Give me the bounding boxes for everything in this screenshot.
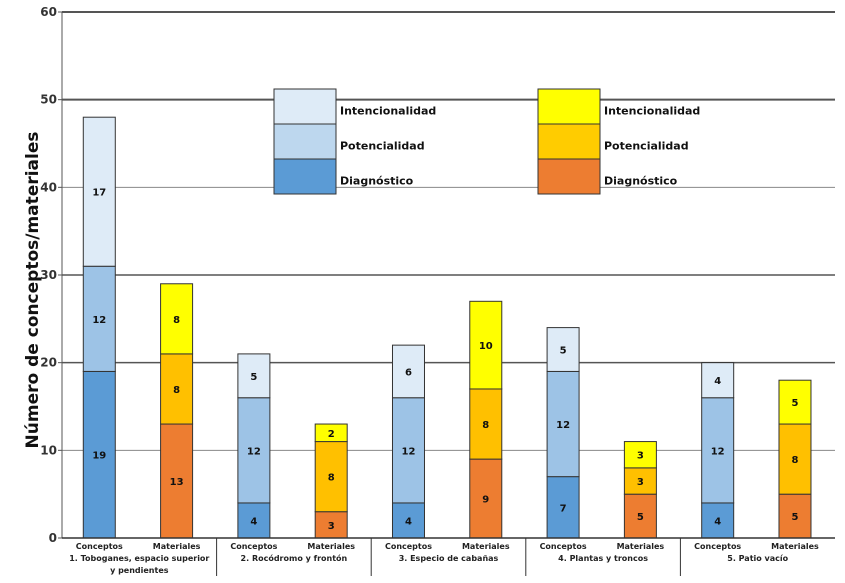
data-label: 12 [556, 420, 570, 431]
bar-segment-conceptos-diagnóstico [391, 502, 425, 539]
data-label: 7 [560, 503, 567, 514]
data-label: 8 [482, 420, 489, 431]
legend-swatch-intencionalidad [537, 88, 601, 125]
bar-segment-materiales-potencialidad [314, 441, 348, 513]
x-subcategory-label: Conceptos [385, 542, 432, 551]
data-label: 8 [173, 315, 180, 326]
y-tick-label: 0 [49, 531, 57, 545]
data-label: 8 [328, 473, 335, 484]
bar-segment-conceptos-potencialidad [237, 397, 271, 504]
data-label: 19 [92, 451, 106, 462]
y-tick-label: 50 [40, 93, 57, 107]
x-subcategory-label: Conceptos [540, 542, 587, 551]
data-label: 3 [637, 451, 644, 462]
bar-segment-conceptos-intencionalidad [237, 353, 271, 399]
legend-swatch-diagnóstico [537, 158, 601, 195]
bar-segment-conceptos-intencionalidad [701, 362, 735, 399]
y-tick-label: 20 [40, 356, 57, 370]
data-label: 12 [247, 446, 261, 457]
bar-segment-conceptos-diagnóstico [237, 502, 271, 539]
x-group-label: 4. Plantas y troncos [558, 554, 648, 563]
data-label: 12 [711, 446, 725, 457]
data-label: 5 [560, 346, 567, 357]
data-label: 8 [792, 455, 799, 466]
bar-segment-conceptos-diagnóstico [82, 370, 116, 539]
data-label: 5 [637, 512, 644, 523]
bar-segment-materiales-potencialidad [160, 353, 194, 425]
legend-label: Diagnóstico [604, 175, 678, 188]
bar-segment-materiales-potencialidad [778, 423, 812, 495]
bar-segment-materiales-diagnóstico [623, 493, 657, 539]
data-label: 4 [714, 376, 721, 387]
x-group-label: 1. Toboganes, espacio superior [69, 554, 209, 563]
data-label: 9 [482, 495, 489, 506]
bar-segment-conceptos-intencionalidad [391, 344, 425, 399]
x-subcategory-label: Materiales [771, 542, 819, 551]
legend-swatch-intencionalidad [273, 88, 337, 125]
bar-segment-materiales-intencionalidad [623, 441, 657, 469]
x-subcategory-label: Conceptos [694, 542, 741, 551]
x-group-label: 3. Especio de cabañas [399, 554, 499, 563]
bars: 19 12 17 13 8 8 4 12 5 3 8 2 4 12 6 9 8 10 7 12 5 5 3 3 4 12 4 5 8 5 [82, 116, 812, 539]
bar-segment-materiales-diagnóstico [778, 493, 812, 539]
x-group-label: 5. Patio vacío [727, 554, 788, 563]
data-label: 10 [479, 341, 493, 352]
legend-label: Potencialidad [604, 140, 689, 153]
legend-label: Potencialidad [340, 140, 425, 153]
data-label: 4 [405, 516, 412, 527]
data-label: 2 [328, 429, 335, 440]
x-subcategory-label: Materiales [462, 542, 510, 551]
x-group-label: y pendientes [110, 566, 169, 575]
x-subcategory-label: Conceptos [76, 542, 123, 551]
bar-segment-materiales-intencionalidad [778, 379, 812, 425]
bar-segment-conceptos-potencialidad [391, 397, 425, 504]
data-label: 3 [328, 521, 335, 532]
x-group-label: 2. Rocódromo y frontón [241, 553, 348, 563]
data-label: 17 [92, 188, 106, 199]
x-subcategory-label: Materiales [153, 542, 201, 551]
data-label: 12 [402, 446, 416, 457]
data-label: 4 [250, 516, 257, 527]
legend-label: Intencionalidad [604, 105, 700, 118]
legends: Intencionalidad Potencialidad Diagnóstico I… [273, 88, 700, 195]
x-axis: Conceptos Materiales 1. Toboganes, espacio… [62, 537, 835, 576]
data-label: 3 [637, 477, 644, 488]
data-label: 13 [170, 477, 184, 488]
data-label: 8 [173, 385, 180, 396]
bar-segment-materiales-intencionalidad [469, 300, 503, 390]
legend-swatch-diagnóstico [273, 158, 337, 195]
x-subcategory-label: Materiales [307, 542, 355, 551]
bar-segment-materiales-intencionalidad [314, 423, 348, 443]
data-label: 5 [792, 512, 799, 523]
bar-segment-conceptos-intencionalidad [546, 327, 580, 372]
bar-segment-materiales-diagnóstico [469, 458, 503, 539]
legend-label: Diagnóstico [340, 175, 414, 188]
legend-label: Intencionalidad [340, 105, 436, 118]
data-label: 5 [792, 398, 799, 409]
y-axis-title: Número de conceptos/materiales [23, 132, 43, 449]
data-label: 5 [250, 372, 257, 383]
x-subcategory-label: Materiales [617, 542, 665, 551]
x-subcategory-label: Conceptos [230, 542, 277, 551]
bar-segment-conceptos-intencionalidad [82, 116, 116, 267]
y-tick-label: 10 [40, 443, 57, 457]
bar-segment-conceptos-potencialidad [82, 265, 116, 372]
bar-segment-materiales-intencionalidad [160, 283, 194, 355]
y-tick-label: 40 [40, 180, 57, 194]
data-label: 12 [92, 315, 106, 326]
data-label: 6 [405, 367, 412, 378]
y-tick-label: 30 [40, 268, 57, 282]
legend-swatch-potencialidad [273, 123, 337, 160]
y-axis: 0 10 20 30 40 50 60 [40, 5, 63, 545]
y-tick-label: 60 [40, 5, 57, 19]
legend-swatch-potencialidad [537, 123, 601, 160]
bar-segment-conceptos-potencialidad [546, 370, 580, 478]
data-label: 4 [714, 516, 721, 527]
